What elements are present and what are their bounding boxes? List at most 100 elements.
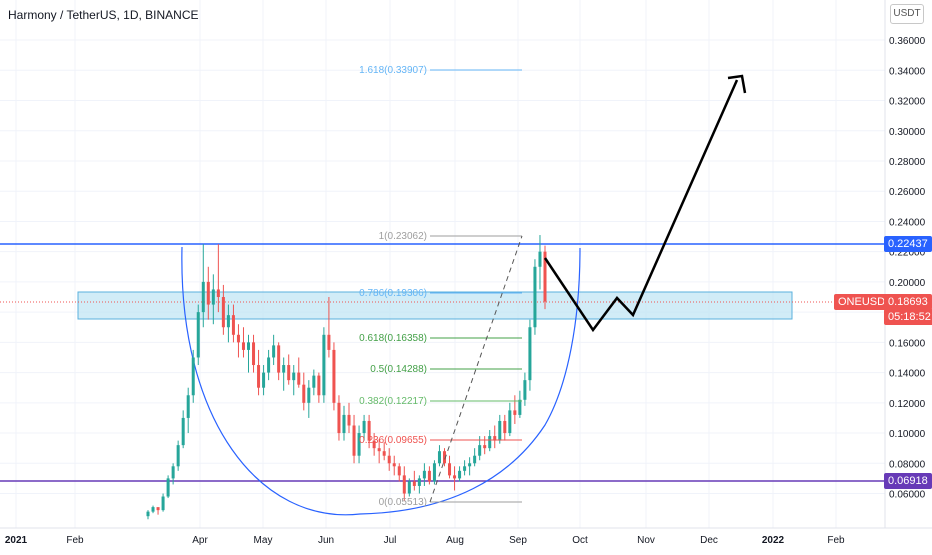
fib-level-label: 0.382(0.12217): [359, 396, 427, 407]
candle-body: [523, 380, 527, 400]
candle-body: [427, 470, 431, 482]
y-tick-label: 0.16000: [889, 338, 926, 349]
projection-path: [543, 79, 739, 333]
candle-body: [528, 327, 532, 381]
candle-body: [191, 357, 195, 396]
candle-body: [432, 463, 436, 482]
y-tick-label: 0.20000: [889, 278, 926, 289]
candle-body: [282, 365, 286, 373]
x-tick-label: Jun: [318, 535, 334, 546]
fib-level-label: 1.618(0.33907): [359, 65, 427, 76]
candle-body: [468, 463, 472, 467]
candle-body: [518, 399, 522, 415]
chart-title: Harmony / TetherUS, 1D, BINANCE: [8, 8, 199, 22]
candle-body: [176, 445, 180, 467]
x-tick-label: Oct: [572, 535, 588, 546]
candle-body: [538, 251, 542, 267]
candle-body: [151, 507, 155, 512]
candle-body: [367, 420, 371, 441]
candle-body: [448, 463, 452, 476]
candle-body: [377, 448, 381, 452]
price-tag-countdown: 05:18:52: [884, 309, 932, 325]
candle-body: [272, 345, 276, 358]
candle-body: [171, 466, 175, 479]
candle-body: [372, 440, 376, 449]
candle-body: [387, 455, 391, 464]
y-tick-label: 0.08000: [889, 459, 926, 470]
cup-curve: [181, 246, 581, 516]
candle-body: [392, 463, 396, 467]
candle-body: [352, 425, 356, 456]
candle-body: [297, 372, 301, 385]
y-tick-label: 0.28000: [889, 157, 926, 168]
candle-body: [478, 445, 482, 456]
candle-body: [332, 349, 336, 403]
candle-body: [513, 410, 517, 415]
candle-body: [312, 375, 316, 388]
candle-body: [206, 281, 210, 305]
candle-body: [473, 455, 477, 464]
y-axis-panel: [885, 0, 932, 528]
candle-body: [347, 414, 351, 426]
projection-arrowhead: [727, 74, 747, 94]
x-tick-label: Dec: [700, 535, 718, 546]
price-tag-last: 0.18693: [884, 294, 932, 310]
y-tick-label: 0.14000: [889, 369, 926, 380]
candle-body: [201, 281, 205, 313]
candle-body: [382, 451, 386, 456]
candle-body: [322, 334, 326, 396]
candle-body: [292, 372, 296, 381]
price-tag-symbol: ONEUSDT: [834, 294, 896, 310]
fib-level-label: 1(0.23062): [379, 231, 427, 242]
candle-body: [216, 289, 220, 298]
fib-level-label: 0(0.05513): [379, 497, 427, 508]
candle-body: [458, 470, 462, 479]
candle-body: [317, 375, 321, 396]
candle-body: [402, 475, 406, 494]
candle-body: [337, 402, 341, 434]
candle-body: [196, 312, 200, 358]
candle-body: [236, 334, 240, 343]
candle-body: [166, 478, 170, 497]
candle-body: [307, 387, 311, 403]
x-tick-label: Sep: [509, 535, 527, 546]
candle-body: [533, 266, 537, 328]
candle-body: [186, 395, 190, 418]
x-axis-panel: [0, 528, 932, 550]
candle-body: [412, 481, 416, 486]
y-tick-label: 0.22000: [889, 248, 926, 259]
candle-body: [262, 372, 266, 388]
x-tick-label: Apr: [192, 535, 208, 546]
candle-body: [493, 436, 497, 441]
candle-body: [442, 451, 447, 464]
y-tick-label: 0.36000: [889, 36, 926, 47]
candle-body: [503, 420, 507, 434]
candle-body: [422, 470, 426, 479]
candle-body: [241, 342, 245, 350]
candle-body: [221, 297, 225, 328]
candle-body: [181, 417, 185, 446]
candle-body: [453, 475, 457, 479]
fib-trend-line: [429, 235, 523, 503]
candle-body: [277, 345, 281, 373]
candle-body: [211, 289, 215, 305]
x-tick-label: 2021: [5, 535, 28, 546]
y-tick-label: 0.10000: [889, 429, 926, 440]
y-tick-label: 0.26000: [889, 187, 926, 198]
y-tick-label: 0.34000: [889, 66, 926, 77]
candle-body: [327, 334, 331, 350]
candle-body: [231, 315, 235, 335]
candle-body: [252, 342, 256, 366]
x-tick-label: Feb: [827, 535, 845, 546]
x-tick-label: Jul: [384, 535, 397, 546]
candle-body: [342, 414, 346, 434]
candle-body: [488, 436, 492, 449]
unit-toggle[interactable]: USDT: [890, 4, 924, 24]
candle-body: [463, 466, 467, 471]
candle-body: [226, 315, 230, 328]
candle-body: [437, 451, 441, 464]
x-tick-label: May: [254, 535, 273, 546]
candle-body: [267, 357, 271, 373]
